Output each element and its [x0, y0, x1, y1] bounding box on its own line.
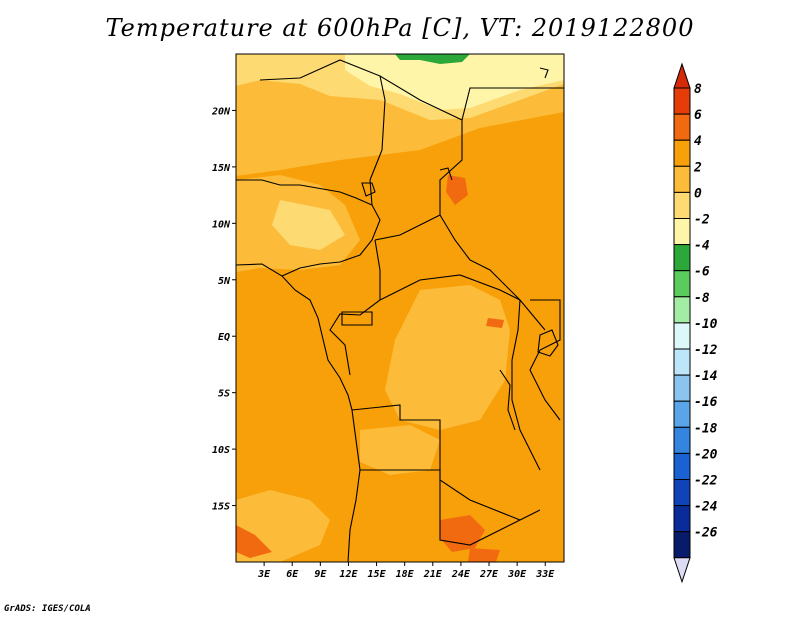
colorbar: 8 6 4 2 0 -2 -4 -6 -8 -10 -12 -14 -16 -18 -20 -22 -24 -26 — [673, 62, 718, 584]
x-tick-label: 9E — [314, 569, 327, 580]
temperature-field — [236, 54, 564, 562]
colorbar-segment — [673, 87, 691, 115]
colorbar-segment — [673, 218, 691, 246]
y-tick-label: EQ — [218, 332, 230, 343]
x-tick-label: 27E — [479, 569, 499, 580]
colorbar-label: 0 — [694, 186, 702, 201]
y-tick-label: 15S — [212, 502, 230, 513]
band-0-to-2-central — [385, 285, 510, 430]
lake-tanganyika — [499, 369, 516, 431]
colorbar-label: -26 — [694, 526, 718, 541]
colorbar-label: 6 — [694, 108, 702, 123]
colorbar-label: 4 — [694, 134, 702, 149]
colorbar-segment — [673, 452, 691, 480]
colorbar-label: -18 — [694, 421, 718, 436]
x-tick-label: 24E — [451, 569, 471, 580]
colorbar-label: -8 — [694, 291, 710, 306]
map-title: Temperature at 600hPa [C], VT: 201912280… — [105, 14, 695, 42]
colorbar-label: -6 — [694, 265, 710, 280]
x-tick-label: 12E — [339, 569, 358, 580]
x-tick-label: 33E — [535, 569, 555, 580]
lake-victoria — [537, 329, 559, 357]
warm-spot-southwest — [236, 525, 272, 558]
x-tick-label: 30E — [507, 569, 527, 580]
y-tick-label: 10S — [212, 445, 230, 456]
great-lakes-region — [529, 299, 561, 421]
band-0-to-2-angola — [360, 425, 440, 475]
colorbar-label: -20 — [694, 447, 718, 462]
colorbar-segment — [673, 270, 691, 298]
x-tick-label: 6E — [286, 569, 299, 580]
chad-border — [374, 75, 463, 241]
car-sudan-border — [439, 214, 546, 331]
colorbar-segment — [673, 505, 691, 533]
colorbar-segment — [673, 400, 691, 428]
colorbar-segment — [673, 139, 691, 167]
x-tick-label: 15E — [368, 569, 387, 580]
colorbar-top-arrow — [673, 62, 691, 89]
colorbar-segment — [673, 531, 691, 559]
colorbar-bottom-arrow — [673, 557, 691, 584]
colorbar-segment — [673, 426, 691, 454]
nile-delta — [539, 67, 549, 79]
angola-zambia-border — [351, 404, 521, 521]
x-axis: 3E 6E 9E 12E 15E 18E 21E 24E 27E 30E 33E — [257, 562, 555, 580]
y-tick-label: 10N — [212, 219, 231, 230]
x-tick-label: 3E — [257, 569, 271, 580]
equatorial-guinea — [341, 311, 373, 326]
band-minus6-patch — [395, 54, 470, 64]
colorbar-segment — [673, 165, 691, 193]
colorbar-segment — [673, 374, 691, 402]
colorbar-segment — [673, 296, 691, 324]
grads-credit: GrADS: IGES/COLA — [4, 604, 91, 614]
colorbar-segment — [673, 244, 691, 272]
drc-east-border — [511, 299, 541, 471]
colorbar-label: -14 — [694, 369, 718, 384]
colorbar-segment — [673, 479, 691, 507]
car-drc-border — [379, 274, 521, 301]
y-tick-label: 5N — [218, 276, 231, 287]
colorbar-segment — [673, 113, 691, 141]
y-tick-label: 15N — [212, 163, 231, 174]
colorbar-label: -4 — [694, 239, 710, 254]
niger-border — [259, 59, 386, 206]
warm-spot-chad — [446, 175, 468, 205]
namibia-border — [360, 469, 541, 546]
colorbar-label: -16 — [694, 395, 718, 410]
chad-mountains — [439, 167, 453, 181]
colorbar-label: 2 — [693, 160, 702, 175]
lake-chad — [361, 182, 376, 197]
cameroon-congo-border — [329, 239, 381, 376]
band-minus2-to-0-west — [272, 200, 345, 250]
colorbar-label: -10 — [694, 317, 718, 332]
y-tick-label: 5S — [218, 389, 230, 400]
colorbar-label: -2 — [694, 213, 710, 228]
y-tick-label: 20N — [211, 106, 231, 117]
libya-egypt-border — [461, 87, 564, 121]
colorbar-segment — [673, 191, 691, 219]
colorbar-label: -12 — [694, 343, 718, 358]
colorbar-segment — [673, 348, 691, 376]
colorbar-label: -22 — [694, 474, 718, 489]
warm-spot-east — [486, 318, 504, 328]
colorbar-segment — [673, 322, 691, 350]
band-minus4-to-minus2-north — [345, 54, 564, 110]
west-coastline — [236, 263, 361, 562]
x-tick-label: 21E — [423, 569, 443, 580]
warm-spot-south — [468, 548, 500, 562]
boundaries — [236, 59, 564, 562]
y-axis: 20N 15N 10N 5N EQ 5S 10S 15S — [211, 106, 236, 513]
colorbar-label: 8 — [694, 82, 702, 97]
colorbar-label: -24 — [694, 500, 718, 515]
x-tick-label: 18E — [396, 569, 415, 580]
west-africa-borders — [236, 179, 381, 277]
map-frame — [235, 53, 565, 563]
